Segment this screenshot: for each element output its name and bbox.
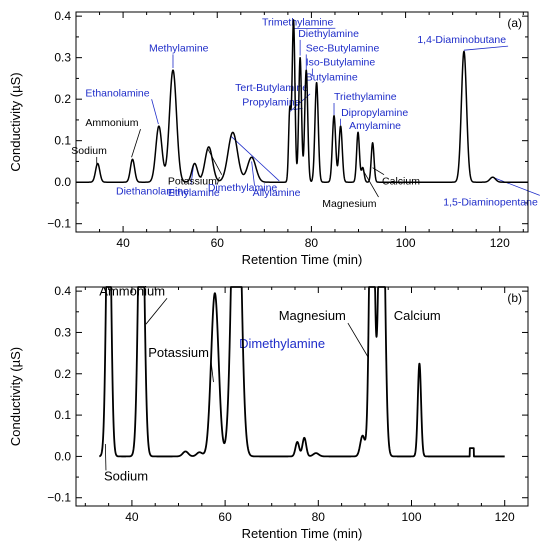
y-tick-label: 0.2	[54, 367, 71, 381]
y-tick-label: 0.2	[54, 92, 71, 106]
peak-label: Dimethylamine	[239, 336, 325, 351]
peak-leader-line	[207, 148, 223, 175]
y-tick-label: 0.3	[54, 51, 71, 65]
peak-label: 1,5-Diaminopentane	[443, 196, 538, 208]
peak-label: Diethanolamine	[116, 186, 189, 198]
peak-leader-line	[362, 169, 379, 198]
panel-a-frame	[75, 11, 529, 233]
peak-leader-line	[145, 298, 168, 325]
x-tick-label: 120	[490, 236, 510, 250]
peak-leader-line	[492, 176, 540, 196]
y-tick-label: 0.0	[54, 175, 71, 189]
x-tick-label: 40	[116, 236, 130, 250]
peak-label: Sec-Butylamine	[306, 42, 380, 54]
peak-label: Ammonium	[85, 117, 138, 129]
x-tick-label: 120	[495, 510, 515, 524]
peak-label: Sodium	[71, 145, 107, 157]
x-tick-label: 80	[312, 510, 326, 524]
panel-a-peak-labels: Sodium Ammonium Ethanolamine Methylamine Die…	[71, 16, 540, 210]
panel-b-ticks: 40 60 80 100 120 −0.1 0.0 0.1 0.2 0.3 0.4	[47, 284, 529, 524]
peak-label: Magnesium	[279, 308, 346, 323]
peak-label: Ethylamine	[168, 187, 220, 199]
y-tick-label: 0.0	[54, 449, 71, 463]
peak-leader-line	[251, 161, 255, 186]
peak-label: Dimethylamine	[208, 182, 278, 194]
y-tick-label: 0.4	[54, 9, 71, 23]
peak-leader-line	[131, 129, 141, 158]
peak-label: Ammonium	[99, 283, 165, 298]
peak-label: Trimethylamine	[262, 16, 334, 28]
panel-a: 40 60 80 100 120 −0.1 0.0 0.1 0.2 0.3 0.4 Sodium Am…	[8, 9, 540, 267]
panel-a-trace	[75, 19, 529, 183]
peak-label: Allylamine	[253, 187, 301, 199]
peak-label: Amylamine	[349, 120, 401, 132]
peak-label: Propylamine	[242, 96, 301, 108]
peak-label: 1,4-Diaminobutane	[417, 34, 506, 46]
panel-a-ticks: 40 60 80 100 120 −0.1 0.0 0.1 0.2 0.3 0.4	[47, 9, 528, 250]
peak-label: Magnesium	[322, 198, 377, 210]
peak-label: Methylamine	[149, 42, 209, 54]
panel-b-trace	[98, 286, 506, 458]
x-tick-label: 60	[211, 236, 225, 250]
peak-leader-line	[231, 136, 280, 182]
peak-leader-line	[104, 444, 107, 471]
peak-leader-line	[347, 322, 369, 358]
x-tick-label: 100	[396, 236, 416, 250]
y-tick-label: 0.4	[54, 284, 71, 298]
y-tick-label: 0.3	[54, 325, 71, 339]
x-tick-label: 40	[125, 510, 139, 524]
panel-b-x-axis-label: Retention Time (min)	[242, 526, 363, 541]
peak-label: Dipropylamine	[341, 107, 408, 119]
panel-b: 40 60 80 100 120 −0.1 0.0 0.1 0.2 0.3 0.4 Ammonium…	[8, 283, 529, 541]
x-tick-label: 60	[218, 510, 232, 524]
panel-a-y-axis-label: Conductivity (µS)	[8, 72, 23, 171]
peak-label: Tert-Butylamine	[235, 82, 308, 94]
peak-label: Triethylamine	[334, 91, 397, 103]
peak-label: Calcium	[394, 308, 441, 323]
peak-label: Potassium/	[168, 176, 220, 188]
x-tick-label: 80	[305, 236, 319, 250]
peak-label: Ethanolamine	[85, 87, 149, 99]
panel-a-x-axis-label: Retention Time (min)	[242, 252, 363, 267]
peak-leader-line	[463, 45, 509, 51]
peak-label: Potassium	[148, 345, 209, 360]
peak-leader-line	[151, 99, 159, 125]
y-tick-label: 0.1	[54, 408, 71, 422]
panel-b-id: (b)	[507, 291, 522, 305]
panel-b-frame	[75, 286, 529, 507]
x-tick-label: 100	[401, 510, 421, 524]
peak-label: Sodium	[104, 468, 148, 483]
peak-label: Diethylamine	[298, 28, 359, 40]
peak-label: Butylamine	[306, 71, 358, 83]
peak-label: Iso-Butylamine	[306, 57, 376, 69]
panel-a-id: (a)	[507, 16, 522, 30]
panel-b-y-axis-label: Conductivity (µS)	[8, 347, 23, 446]
y-tick-label: −0.1	[47, 491, 71, 505]
y-tick-label: −0.1	[47, 217, 71, 231]
y-tick-label: 0.1	[54, 134, 71, 148]
